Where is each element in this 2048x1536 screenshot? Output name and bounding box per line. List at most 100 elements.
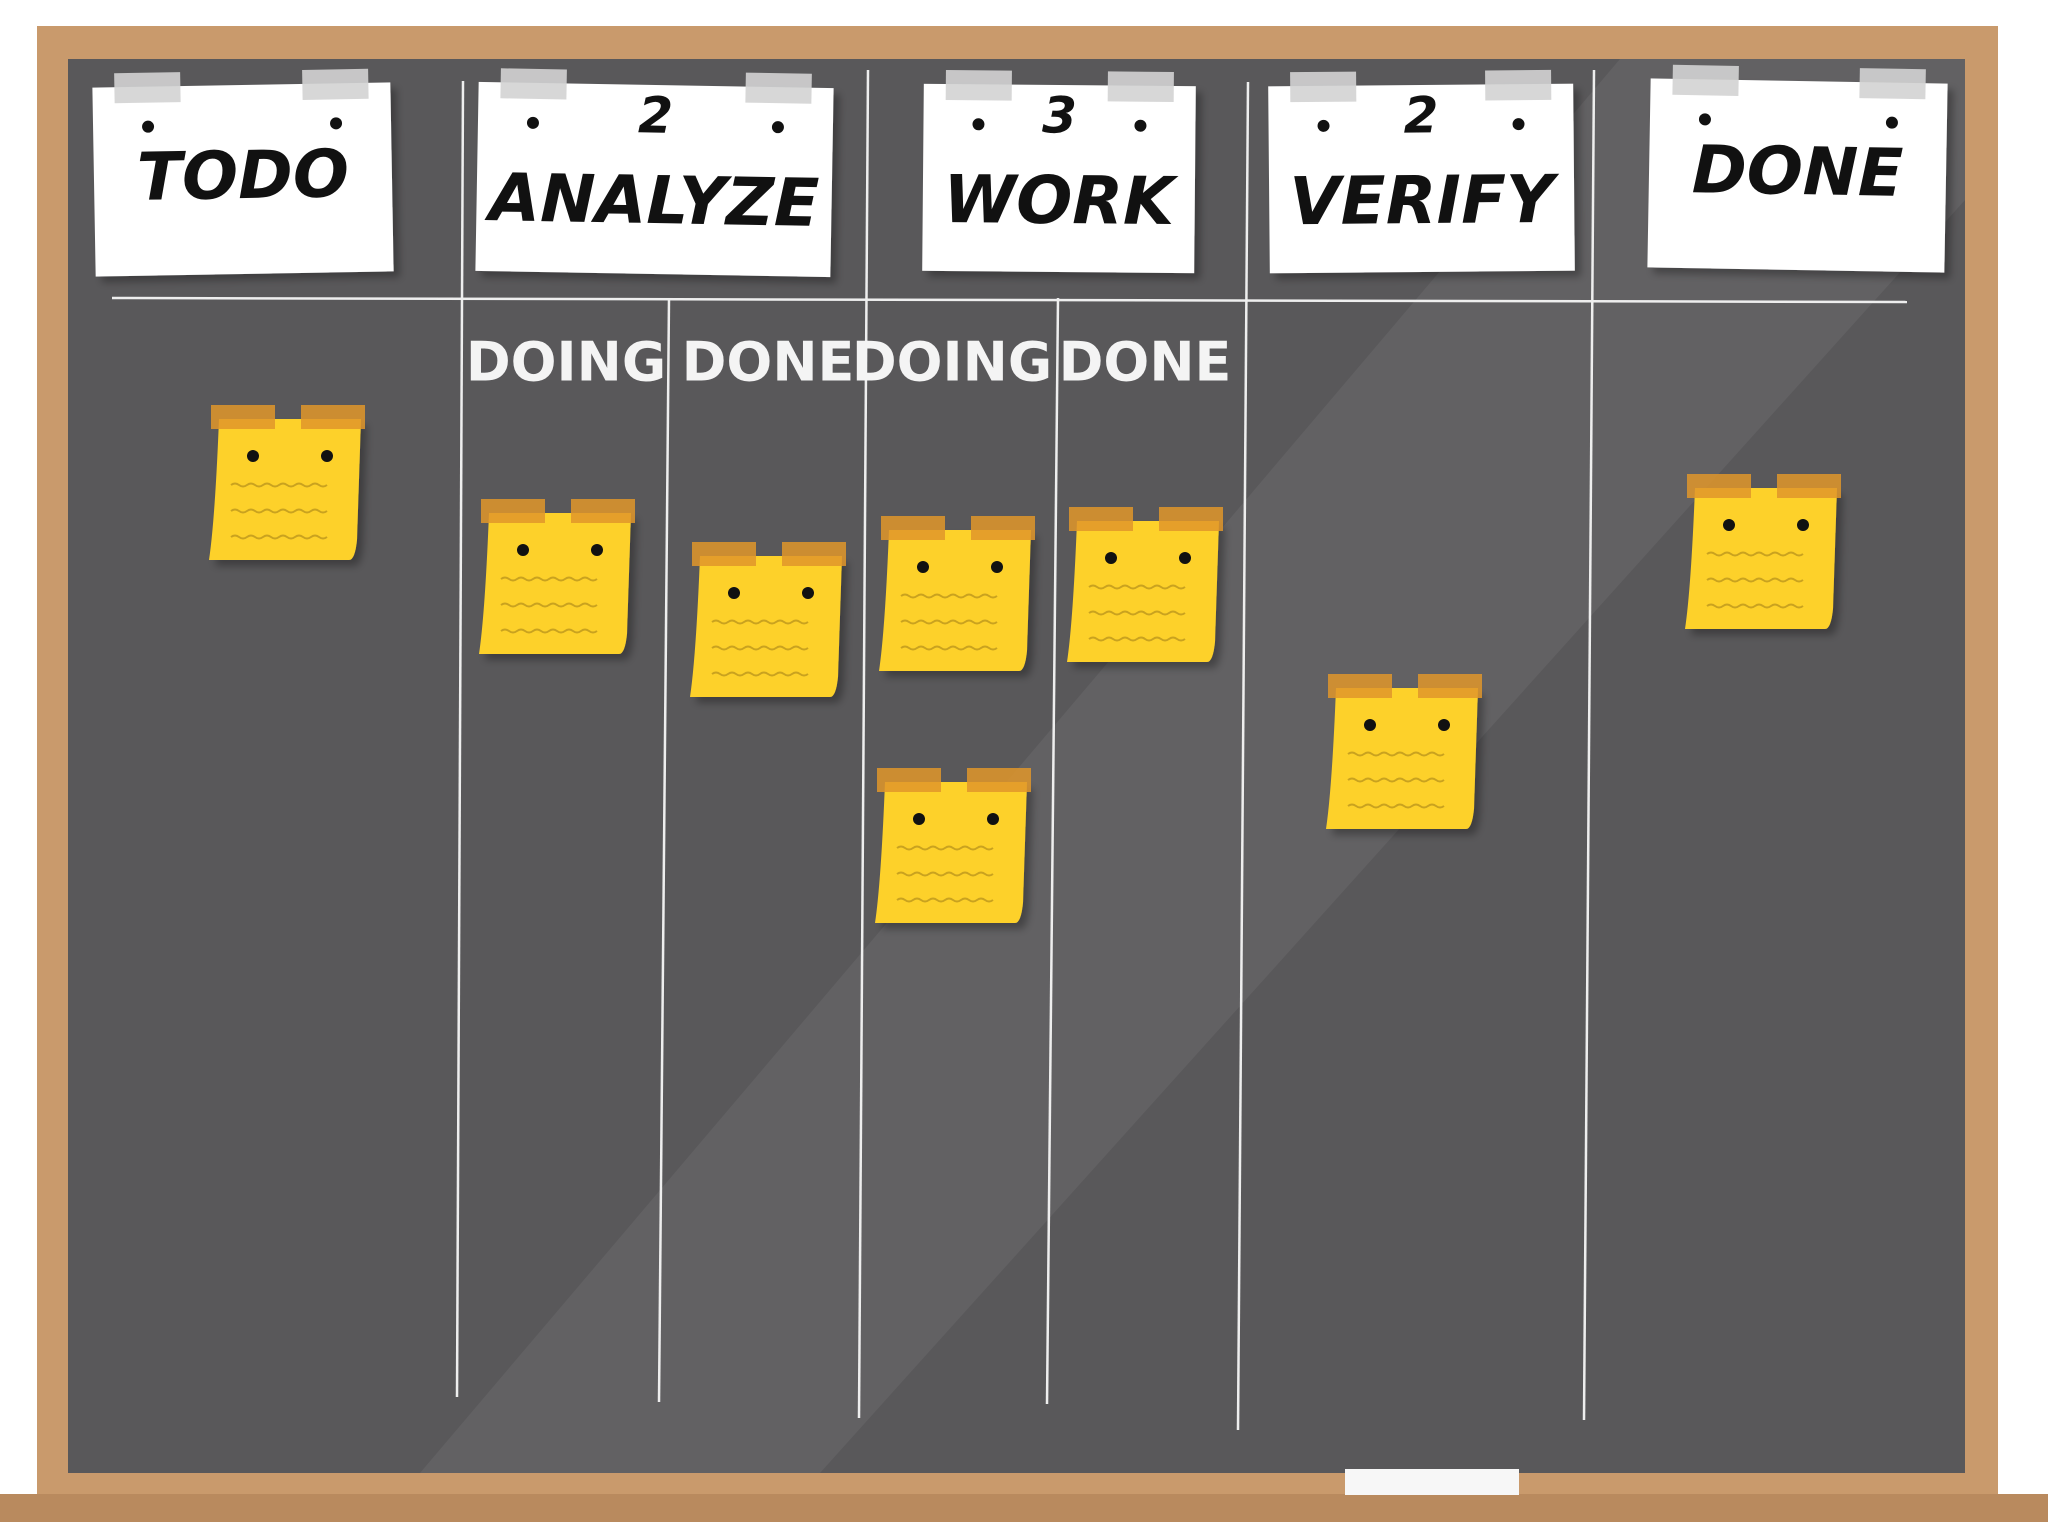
ledge: [0, 1494, 2048, 1522]
wip-limit: 2: [1403, 86, 1438, 144]
sub-column-line: [657, 297, 671, 1403]
sticky-note: [879, 516, 1035, 671]
note-scribble: [711, 619, 809, 625]
note-body: [479, 513, 631, 654]
pin-dot: [1885, 116, 1898, 129]
column-header: TODO: [92, 68, 394, 277]
column-header: 2 VERIFY: [1268, 69, 1575, 274]
note-dot: [802, 587, 814, 599]
sticky-note: [209, 405, 365, 560]
sticky-notes: [209, 405, 1841, 923]
note-dot: [987, 813, 999, 825]
column-title: TODO: [136, 135, 349, 216]
tape: [1107, 71, 1174, 102]
column-title: WORK: [943, 161, 1179, 240]
note-tape: [1159, 507, 1223, 531]
note-scribble: [230, 482, 328, 488]
note-scribble: [711, 645, 809, 651]
header-card: [922, 83, 1196, 274]
header-card: [475, 81, 834, 278]
note-body: [1326, 688, 1478, 829]
sub-column-title: DONE: [682, 331, 855, 394]
tape: [1859, 68, 1926, 100]
note-scribble: [896, 897, 994, 903]
column-line: [1236, 81, 1250, 1431]
pin-dot: [1512, 118, 1525, 131]
note-tape: [1418, 674, 1482, 698]
note-scribble: [1347, 751, 1445, 757]
column-title: VERIFY: [1289, 161, 1560, 240]
note-body: [690, 556, 842, 697]
note-tape: [782, 542, 846, 566]
pin-dot: [1134, 119, 1147, 132]
note-tape: [211, 405, 275, 429]
column-line: [857, 69, 870, 1419]
note-tape: [481, 499, 545, 523]
note-dot: [1438, 719, 1450, 731]
note-body: [1067, 521, 1219, 662]
note-dot: [247, 450, 259, 462]
note-scribble: [900, 593, 998, 599]
note-body: [879, 530, 1031, 671]
note-scribble: [1347, 803, 1445, 809]
note-dot: [1723, 519, 1735, 531]
column-line: [455, 80, 465, 1398]
note-dot: [728, 587, 740, 599]
note-dot: [591, 544, 603, 556]
note-scribble: [500, 628, 598, 634]
note-scribble: [230, 534, 328, 540]
note-dot: [517, 544, 529, 556]
note-tape: [692, 542, 756, 566]
column-header: DONE: [1647, 64, 1948, 273]
note-tape: [1777, 474, 1841, 498]
tape: [500, 68, 567, 100]
note-scribble: [900, 619, 998, 625]
note-dot: [991, 561, 1003, 573]
pin-dot: [330, 117, 343, 130]
pin-dot: [972, 118, 985, 131]
note-tape: [881, 516, 945, 540]
header-cards: TODO 2 ANALYZE 3 WORK 2 VERIFY DONE: [92, 64, 1948, 278]
note-tape: [301, 405, 365, 429]
note-tape: [971, 516, 1035, 540]
sticky-note: [1685, 474, 1841, 629]
row-line: [111, 296, 1908, 304]
sub-column-title: DOING: [466, 331, 666, 394]
tape: [1672, 64, 1739, 96]
note-tape: [1069, 507, 1133, 531]
tape: [945, 70, 1012, 101]
note-dot: [1364, 719, 1376, 731]
note-scribble: [900, 645, 998, 651]
sticky-note: [690, 542, 846, 697]
note-scribble: [896, 845, 994, 851]
pin-dot: [1698, 113, 1711, 126]
note-scribble: [1088, 636, 1186, 642]
note-tape: [967, 768, 1031, 792]
chalk-lines: [111, 69, 1908, 1431]
note-body: [1685, 488, 1837, 629]
note-scribble: [1706, 603, 1804, 609]
column-title: ANALYZE: [484, 159, 820, 242]
wip-limit: 2: [638, 86, 674, 145]
tape: [1485, 69, 1552, 101]
note-body: [209, 419, 361, 560]
note-tape: [1687, 474, 1751, 498]
wip-limit: 3: [1042, 86, 1077, 144]
pin-dot: [142, 120, 155, 133]
sticky-note: [1326, 674, 1482, 829]
note-body: [875, 782, 1027, 923]
note-scribble: [896, 871, 994, 877]
tape: [302, 68, 369, 100]
note-scribble: [1347, 777, 1445, 783]
note-scribble: [1088, 584, 1186, 590]
sub-column-title: DOING: [852, 331, 1052, 394]
tape: [745, 72, 812, 104]
note-scribble: [711, 671, 809, 677]
column-header: 2 ANALYZE: [475, 68, 834, 278]
column-title: DONE: [1691, 131, 1904, 212]
note-tape: [571, 499, 635, 523]
sub-column-title: DONE: [1059, 331, 1232, 394]
pin-dot: [771, 121, 784, 134]
note-dot: [1105, 552, 1117, 564]
